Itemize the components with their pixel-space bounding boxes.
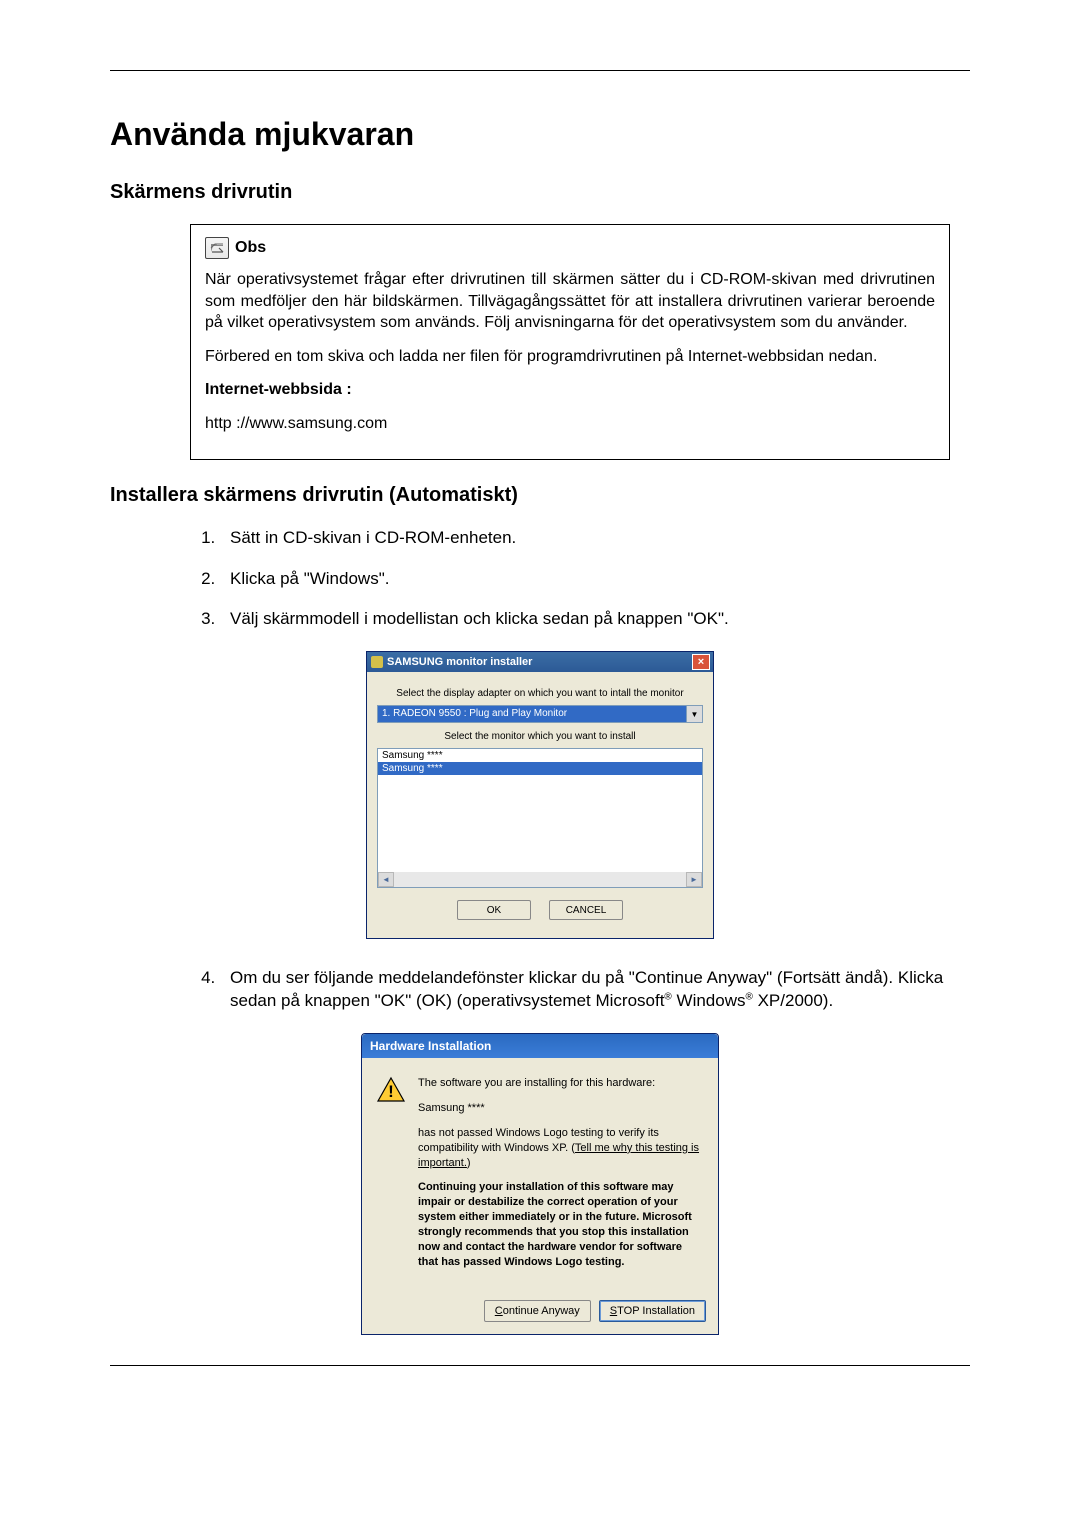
dialog2-buttons: Continue Anyway STOP Installation	[362, 1292, 718, 1334]
btn2-rest: TOP Installation	[617, 1305, 695, 1317]
dlg2-p2: Samsung ****	[418, 1101, 704, 1116]
monitor-list[interactable]: Samsung **** Samsung **** ◄ ►	[377, 748, 703, 888]
dialog1-buttons: OK CANCEL	[377, 888, 703, 930]
section-heading-driver: Skärmens drivrutin	[110, 181, 970, 204]
reg-mark-2: ®	[745, 992, 752, 1003]
step-4-c: XP/2000).	[753, 991, 833, 1010]
dialog1-titlebar: SAMSUNG monitor installer ×	[367, 652, 713, 672]
note-header: Obs	[205, 237, 935, 259]
step-4: Om du ser följande meddelandefönster kli…	[220, 967, 950, 1013]
steps-list-2: Om du ser följande meddelandefönster kli…	[220, 967, 950, 1013]
step-2: Klicka på "Windows".	[220, 568, 950, 591]
continue-anyway-button[interactable]: Continue Anyway	[484, 1300, 591, 1322]
bottom-rule	[110, 1365, 970, 1366]
top-rule	[110, 70, 970, 71]
note-paragraph-1: När operativsystemet frågar efter drivru…	[205, 269, 935, 334]
btn1-u: C	[495, 1305, 503, 1317]
step-4-a: Om du ser följande meddelandefönster kli…	[230, 968, 943, 1010]
dialog1-body: Select the display adapter on which you …	[367, 672, 713, 938]
dialog1-title-left: SAMSUNG monitor installer	[371, 656, 532, 668]
chevron-down-icon[interactable]: ▼	[686, 706, 702, 722]
close-icon[interactable]: ×	[692, 654, 710, 670]
dlg2-p3b: )	[467, 1157, 471, 1169]
step-3: Välj skärmmodell i modellistan och klick…	[220, 608, 950, 631]
steps-list: Sätt in CD-skivan i CD-ROM-enheten. Klic…	[220, 527, 950, 632]
note-paragraph-2: Förbered en tom skiva och ladda ner file…	[205, 346, 935, 368]
note-icon	[205, 237, 229, 259]
samsung-installer-dialog: SAMSUNG monitor installer × Select the d…	[366, 651, 714, 939]
hardware-installation-dialog: Hardware Installation ! The software you…	[361, 1033, 719, 1334]
stop-installation-button[interactable]: STOP Installation	[599, 1300, 706, 1322]
adapter-select-text: 1. RADEON 9550 : Plug and Play Monitor	[378, 706, 686, 722]
scroll-right-icon[interactable]: ►	[686, 872, 702, 887]
dialog2-titlebar: Hardware Installation	[362, 1034, 718, 1058]
adapter-select[interactable]: 1. RADEON 9550 : Plug and Play Monitor ▼	[377, 705, 703, 723]
dialog2-body: ! The software you are installing for th…	[362, 1058, 718, 1291]
dialog2-wrap: Hardware Installation ! The software you…	[110, 1033, 970, 1334]
note-url: http ://www.samsung.com	[205, 413, 935, 435]
dlg2-p1: The software you are installing for this…	[418, 1076, 704, 1091]
dialog1-wrap: SAMSUNG monitor installer × Select the d…	[110, 651, 970, 939]
list-item[interactable]: Samsung ****	[378, 749, 702, 762]
note-bold-label: Internet-webbsida :	[205, 379, 935, 401]
scrollbar: ◄ ►	[378, 872, 702, 887]
note-label: Obs	[235, 239, 266, 257]
section-heading-install: Installera skärmens drivrutin (Automatis…	[110, 484, 970, 507]
step-4-b: Windows	[672, 991, 746, 1010]
note-box: Obs När operativsystemet frågar efter dr…	[190, 224, 950, 460]
page-title: Använda mjukvaran	[110, 116, 970, 153]
btn1-rest: ontinue Anyway	[503, 1305, 580, 1317]
ok-button[interactable]: OK	[457, 900, 531, 920]
dlg2-p4: Continuing your installation of this sof…	[418, 1180, 704, 1269]
dialog2-text: The software you are installing for this…	[418, 1076, 704, 1279]
svg-text:!: !	[388, 1082, 394, 1101]
dlg2-p3: has not passed Windows Logo testing to v…	[418, 1126, 704, 1171]
dialog1-title-icon	[371, 656, 383, 668]
dialog1-label1: Select the display adapter on which you …	[377, 688, 703, 699]
step-1: Sätt in CD-skivan i CD-ROM-enheten.	[220, 527, 950, 550]
dialog1-label2: Select the monitor which you want to ins…	[377, 731, 703, 742]
cancel-button[interactable]: CANCEL	[549, 900, 623, 920]
dialog1-title-text: SAMSUNG monitor installer	[387, 656, 532, 668]
list-item-selected[interactable]: Samsung ****	[378, 762, 702, 775]
scroll-left-icon[interactable]: ◄	[378, 872, 394, 887]
warning-icon: !	[376, 1076, 406, 1104]
reg-mark-1: ®	[664, 992, 671, 1003]
